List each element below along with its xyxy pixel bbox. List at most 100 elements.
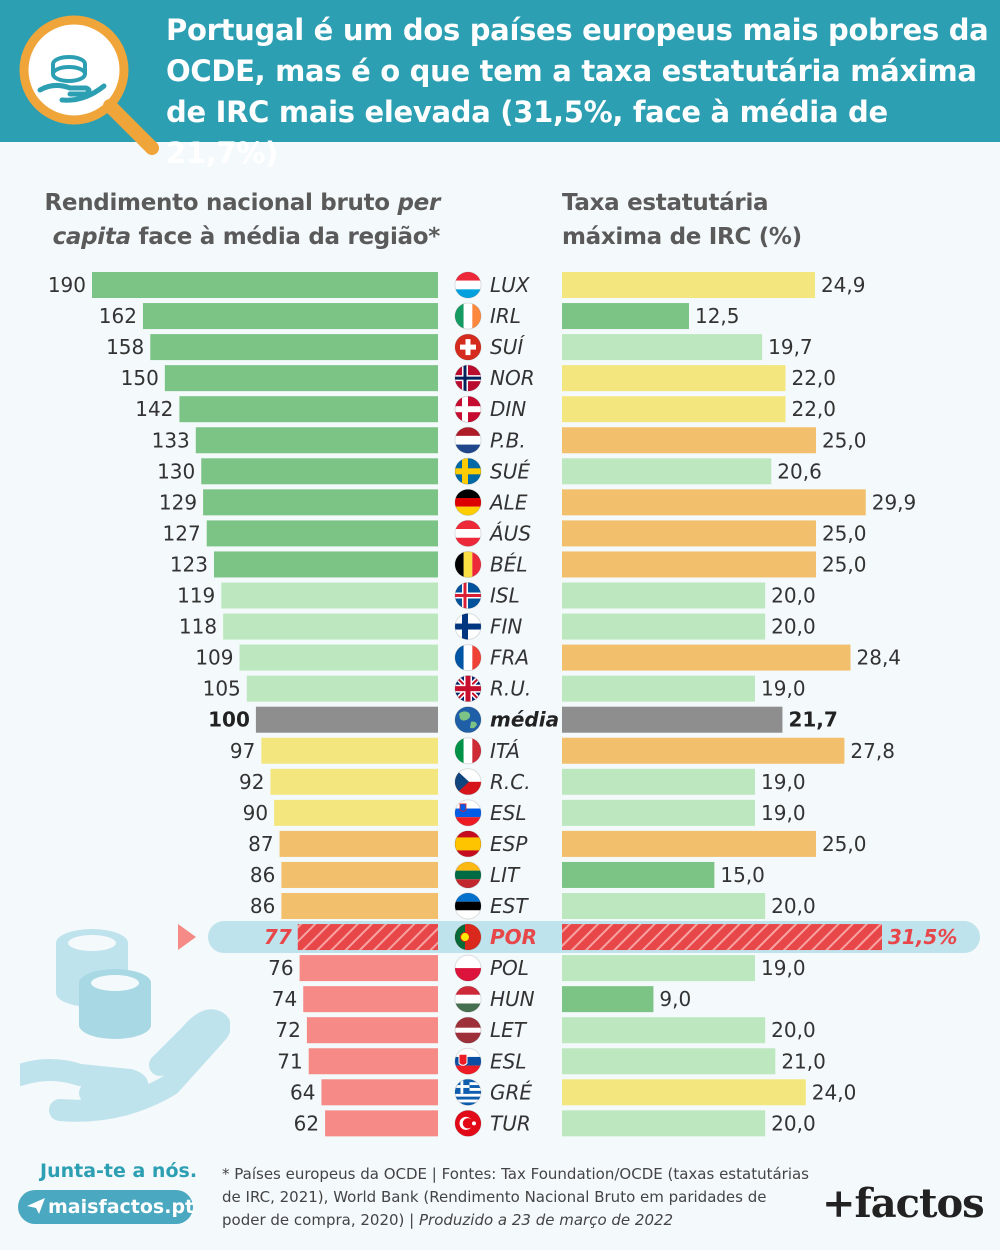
irc-rate-value-label: 20,0 [771,1018,816,1042]
irc-rate-bar [562,613,766,640]
irc-rate-bar [562,396,786,423]
irc-rate-bar [562,489,866,516]
gni-value-label: 119 [177,584,215,608]
gni-bar [306,1017,438,1044]
gni-bar [221,582,438,609]
country-code-label: P.B. [490,428,526,452]
country-code-label: LUX [490,273,531,297]
left-title-part2: face à média da região* [130,224,441,250]
irc-rate-bar [562,334,763,361]
gni-value-label: 77 [264,925,292,949]
flag-sue-icon [455,458,481,485]
gni-bar [92,272,438,298]
country-code-label: NOR [490,366,535,390]
gni-value-label: 74 [272,987,297,1011]
irc-rate-value-label: 9,0 [659,987,691,1011]
gni-bar [281,893,438,919]
irc-rate-bar [562,924,882,951]
country-code-label: HUN [490,987,535,1011]
irc-rate-bar [562,986,654,1013]
gni-value-label: 123 [170,552,208,576]
butterfly-bar-chart: 190 LUX 24,9 162 IRL 12,5 158 SUÍ 19,7 150 NOR 22,0… [48,271,980,1137]
irc-rate-bar [562,706,783,733]
country-code-label: ESL [490,801,526,825]
flag-outline [454,333,482,361]
irc-rate-bar [562,1110,766,1137]
gni-value-label: 64 [290,1080,315,1104]
coins-hand-icon [20,929,230,1122]
gni-value-label: 86 [250,863,275,887]
flag-outline [454,364,482,392]
irc-rate-value-label: 28,4 [857,646,902,670]
flag-nor-icon [455,365,481,392]
flag-outline [454,613,482,641]
gni-value-label: 87 [248,832,273,856]
country-code-label: ISL [490,584,520,608]
irc-rate-value-label: 20,0 [771,615,816,639]
flag-outline [454,892,482,920]
country-code-label: IRL [490,304,521,328]
irc-rate-bar [562,303,689,330]
flag-outline [454,799,482,827]
flag-ita-icon [455,737,481,764]
country-code-label: LET [490,1018,528,1042]
irc-rate-value-label: 21,7 [788,708,837,732]
gni-bar [321,1079,438,1106]
gni-bar [239,644,438,671]
gni-value-label: 150 [121,366,159,390]
gni-bar [261,737,438,764]
irc-rate-value-label: 19,0 [761,801,806,825]
footnote-main: * Países europeus da OCDE | Fontes: Tax … [222,1165,809,1229]
header-banner: Portugal é um dos países europeus mais p… [0,0,1000,170]
country-code-label: TUR [490,1111,531,1135]
country-code-label: DIN [490,397,526,421]
gni-bar [279,830,438,857]
gni-value-label: 76 [268,956,293,980]
flag-outline [454,1078,482,1106]
irc-rate-bar [562,272,815,298]
irc-rate-bar [562,427,816,454]
flag-eslq-icon [455,1048,481,1075]
flag-isl-icon [455,582,481,609]
flag-fra-icon [455,644,481,671]
flag-pol-icon [455,955,481,982]
gni-bar [206,520,438,547]
gni-bar [164,365,438,392]
irc-rate-bar [562,768,756,795]
flag-outline [454,302,482,330]
flag-hun-icon [455,986,481,1013]
irc-rate-value-label: 27,8 [850,739,895,763]
irc-rate-bar [562,1017,766,1044]
flag-outline [454,768,482,796]
right-column-title: Taxa estatutária máxima de IRC (%) [562,186,982,254]
flag-outline [454,395,482,423]
country-code-label: ITÁ [490,739,520,763]
gni-value-label: 158 [106,335,144,359]
irc-rate-bar [562,737,845,764]
country-code-label: ÁUS [488,521,531,545]
irc-rate-value-label: 19,0 [761,677,806,701]
irc-rate-bar [562,1079,806,1106]
flag-outline [454,1109,482,1137]
irc-rate-value-label: 24,9 [821,273,866,297]
country-code-label: POL [490,956,529,980]
gni-bar [299,955,438,982]
country-code-label: FRA [490,646,529,670]
flag-outline [454,1047,482,1075]
gni-bar [325,1110,438,1137]
flag-gre-icon [455,1079,481,1106]
flag-outline [454,954,482,982]
irc-rate-bar [562,1048,776,1075]
right-title-line2: máxima de IRC (%) [562,224,802,250]
gni-value-label: 118 [179,615,217,639]
flag-outline [454,923,482,951]
flag-eslo-icon [455,799,481,826]
gni-bar [274,799,438,826]
irc-rate-bar [562,520,816,547]
left-title-part1: Rendimento nacional bruto [44,190,398,216]
site-link-label: maisfactos.pt [48,1196,195,1218]
left-title-italic2: capita [52,224,132,250]
site-link[interactable]: maisfactos.pt [18,1190,195,1224]
country-code-label: média [490,708,559,732]
gni-value-label: 129 [159,490,197,514]
